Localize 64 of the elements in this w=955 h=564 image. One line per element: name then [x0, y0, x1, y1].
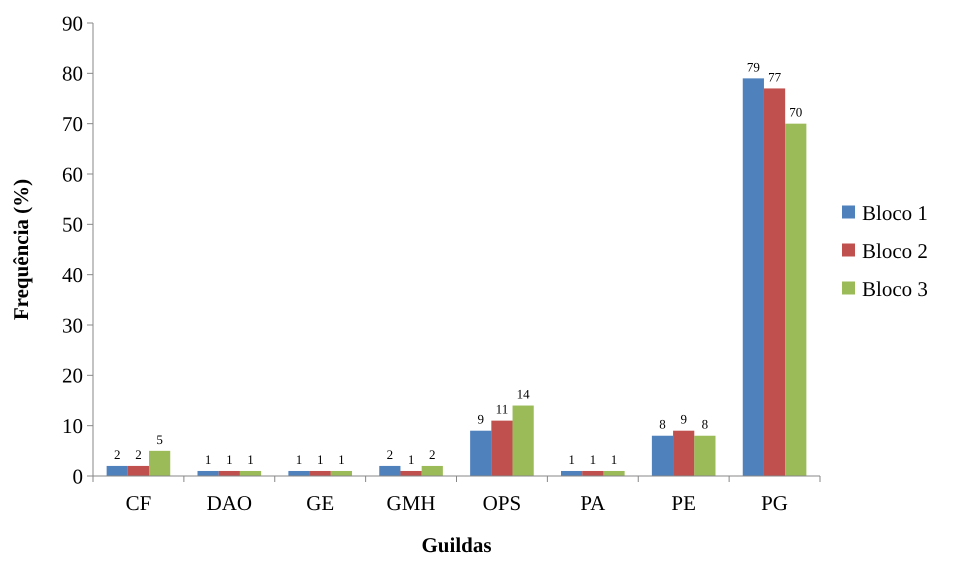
bar: [422, 466, 443, 476]
bar: [491, 420, 513, 476]
data-label: 77: [768, 69, 782, 84]
data-label: 5: [156, 432, 163, 447]
data-label: 2: [386, 446, 394, 462]
bar: [106, 466, 128, 476]
bar: [694, 436, 716, 476]
x-tick-label: CF: [126, 491, 152, 515]
x-tick-label: PE: [671, 491, 696, 515]
x-tick-label: OPS: [482, 491, 522, 515]
y-tick-label: 20: [62, 364, 83, 388]
data-label: 1: [590, 452, 596, 467]
data-label: 2: [429, 446, 436, 462]
x-axis-title: Guildas: [421, 533, 492, 557]
bar: [582, 470, 604, 476]
data-label: 1: [296, 452, 302, 467]
bar: [128, 466, 150, 476]
data-label: 11: [496, 402, 508, 417]
legend-label: Bloco 2: [862, 238, 928, 263]
y-tick-label: 60: [62, 162, 83, 186]
bar: [512, 406, 534, 476]
bar: [379, 466, 400, 476]
data-label: 2: [114, 446, 120, 462]
bar: [149, 450, 170, 476]
data-label: 79: [746, 59, 760, 74]
data-label: 1: [610, 452, 618, 467]
data-label: 1: [204, 452, 212, 467]
data-label: 14: [516, 386, 530, 402]
y-tick-label: 0: [72, 464, 83, 488]
bar: [310, 470, 331, 476]
data-label: 1: [316, 452, 324, 467]
bar: [218, 470, 240, 476]
bar: [742, 78, 764, 476]
x-tick-label: DAO: [206, 491, 252, 515]
data-label: 1: [408, 452, 414, 467]
bar: [470, 430, 492, 476]
data-label: 2: [135, 446, 142, 462]
bar: [652, 436, 674, 476]
bar: [764, 88, 786, 476]
data-label: 1: [568, 452, 575, 467]
x-tick-label: PA: [580, 491, 606, 515]
data-label: 1: [338, 452, 345, 467]
y-tick-label: 10: [62, 414, 83, 438]
y-axis-title: Frequência (%): [9, 178, 33, 320]
legend-label: Bloco 3: [862, 276, 928, 301]
data-label: 9: [680, 412, 687, 427]
x-tick-label: GE: [306, 491, 334, 515]
y-tick-label: 50: [62, 212, 83, 237]
data-label: 1: [226, 452, 233, 467]
x-tick-label: GMH: [386, 491, 436, 515]
y-tick-label: 70: [62, 112, 83, 136]
legend-label: Bloco 1: [862, 200, 928, 225]
data-label: 70: [789, 104, 802, 120]
data-label: 8: [702, 416, 708, 432]
y-tick-label: 40: [62, 263, 83, 288]
data-label: 9: [477, 412, 484, 427]
data-label: 8: [659, 416, 666, 432]
bar: [673, 430, 694, 476]
y-tick-label: 80: [62, 62, 83, 86]
y-tick-label: 30: [62, 313, 83, 338]
bar: [785, 124, 806, 476]
data-label: 1: [247, 452, 254, 467]
y-tick-label: 90: [62, 11, 83, 36]
x-tick-label: PG: [761, 491, 788, 515]
